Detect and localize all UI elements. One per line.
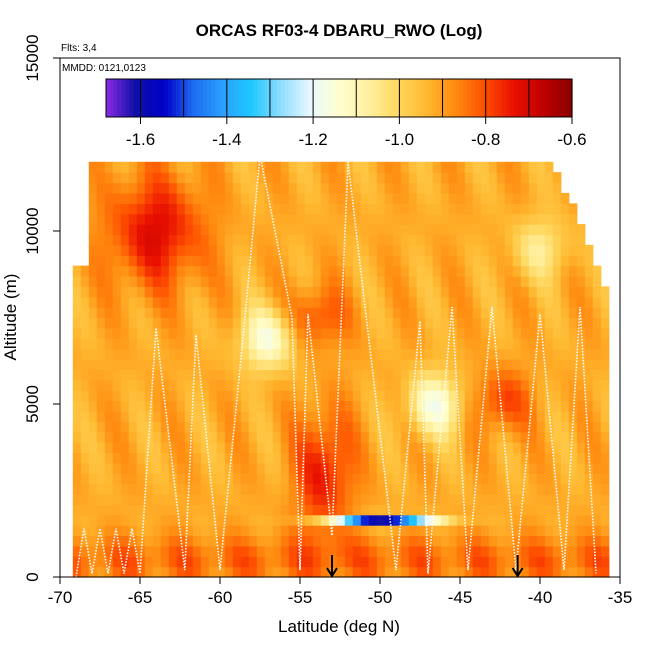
colorbar-tick-label: -1.0 <box>385 130 414 149</box>
colorbar-tick-label: -0.6 <box>557 130 586 149</box>
x-tick-label: -70 <box>48 588 73 607</box>
x-tick-label: -55 <box>288 588 313 607</box>
x-axis-label: Latitude (deg N) <box>278 617 400 636</box>
x-axis: -70 -65 -60 -55 -50 -45 -40 -35 <box>48 577 633 607</box>
arrow-marker <box>326 555 338 578</box>
y-axis: 0 5000 10000 15000 <box>23 34 60 582</box>
y-tick-label: 5000 <box>23 385 42 423</box>
y-axis-label: Altitude (m) <box>1 274 20 361</box>
y-tick-label: 0 <box>23 572 42 581</box>
colorbar-tick-label: -1.4 <box>212 130 241 149</box>
flight-track <box>75 154 597 578</box>
y-tick-label: 10000 <box>23 207 42 254</box>
y-tick-label: 15000 <box>23 34 42 81</box>
colorbar-tick-label: -1.6 <box>126 130 155 149</box>
x-tick-label: -65 <box>128 588 153 607</box>
x-tick-label: -50 <box>368 588 393 607</box>
x-tick-label: -40 <box>528 588 553 607</box>
arrow-marker <box>511 555 524 578</box>
dates-annotation: MMDD: 0121,0123 <box>62 63 146 74</box>
colorbar: -1.6 -1.4 -1.2 -1.0 -0.8 -0.6 <box>105 78 587 149</box>
colorbar-tick-label: -0.8 <box>471 130 500 149</box>
chart-title: ORCAS RF03-4 DBARU_RWO (Log) <box>196 21 483 40</box>
plot-frame <box>59 57 621 578</box>
x-tick-label: -35 <box>608 588 633 607</box>
colorbar-tick-label: -1.2 <box>298 130 327 149</box>
x-tick-label: -60 <box>208 588 233 607</box>
flights-annotation: Flts: 3,4 <box>61 43 97 54</box>
x-tick-label: -45 <box>448 588 473 607</box>
heatmap-field <box>72 161 610 578</box>
